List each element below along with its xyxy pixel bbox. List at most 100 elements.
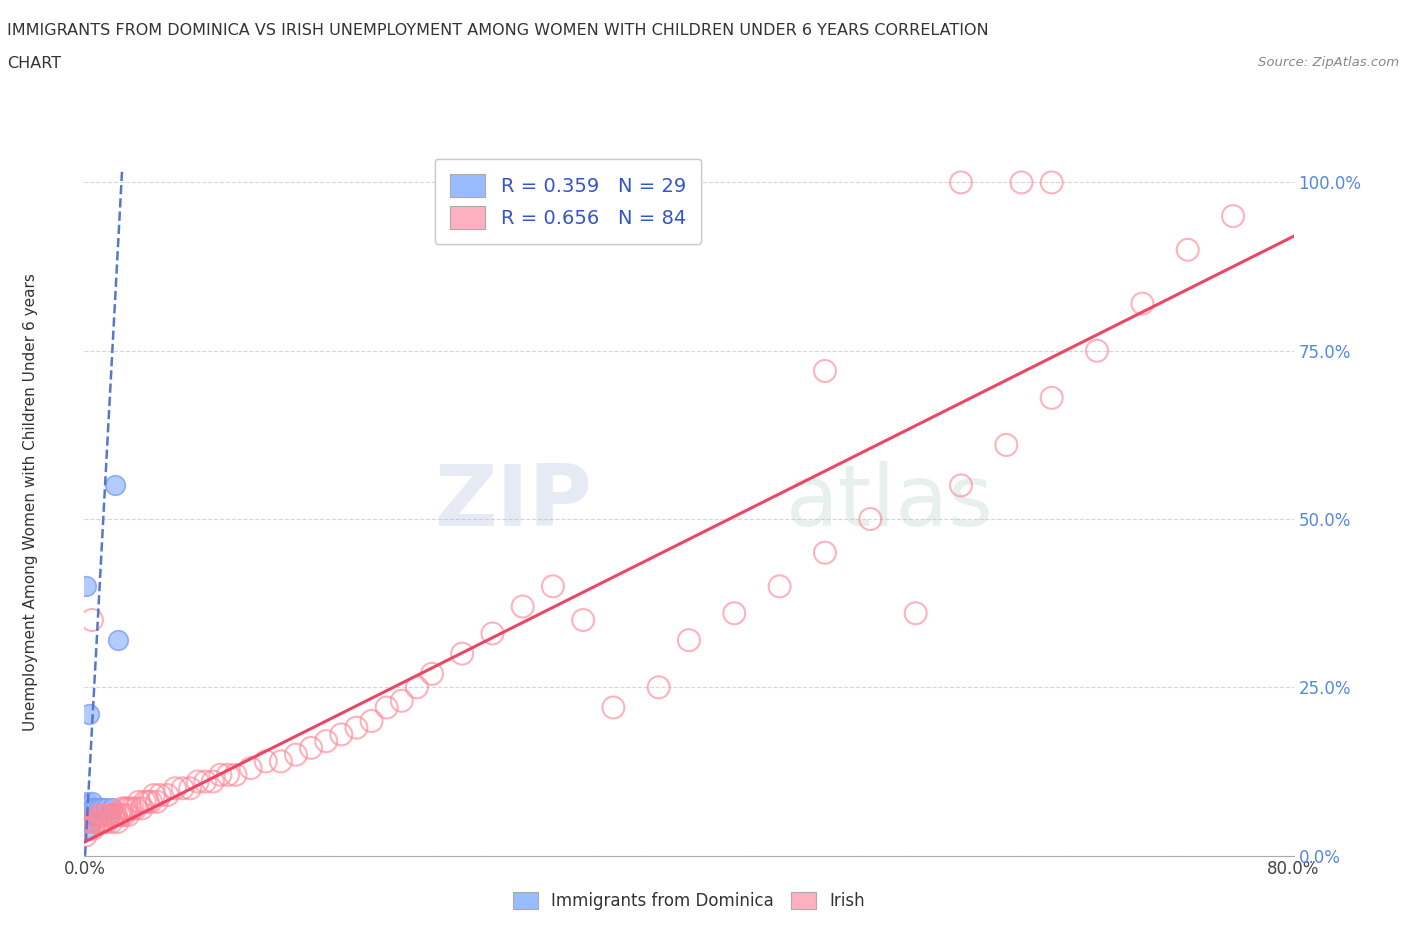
- Point: [90, 815, 112, 830]
- Point: [82, 801, 104, 816]
- Point: [142, 788, 165, 803]
- Point: [87, 808, 110, 823]
- Point: [217, 767, 239, 782]
- Point: [451, 646, 474, 661]
- Point: [86, 815, 108, 830]
- Point: [86, 801, 108, 816]
- Point: [98, 808, 121, 823]
- Point: [769, 578, 792, 593]
- Point: [950, 175, 973, 190]
- Point: [541, 578, 564, 593]
- Point: [512, 599, 534, 614]
- Point: [87, 808, 110, 823]
- Point: [117, 808, 139, 823]
- Point: [112, 808, 135, 823]
- Point: [89, 801, 111, 816]
- Point: [79, 801, 101, 816]
- Point: [75, 815, 97, 830]
- Point: [80, 613, 103, 628]
- Point: [136, 794, 159, 809]
- Point: [125, 801, 148, 816]
- Point: [194, 774, 217, 789]
- Point: [115, 801, 138, 816]
- Point: [814, 545, 837, 560]
- Point: [723, 605, 745, 620]
- Point: [76, 808, 98, 823]
- Point: [96, 815, 118, 830]
- Point: [201, 774, 224, 789]
- Point: [77, 801, 100, 816]
- Point: [346, 720, 368, 735]
- Point: [100, 801, 122, 816]
- Point: [75, 821, 97, 836]
- Point: [146, 794, 169, 809]
- Point: [82, 808, 104, 823]
- Point: [1010, 175, 1032, 190]
- Point: [107, 632, 129, 647]
- Point: [114, 801, 136, 816]
- Point: [100, 815, 122, 830]
- Point: [108, 808, 131, 823]
- Point: [80, 815, 103, 830]
- Point: [375, 700, 398, 715]
- Point: [995, 437, 1018, 452]
- Point: [118, 801, 141, 816]
- Point: [131, 801, 153, 816]
- Point: [94, 808, 117, 823]
- Text: atlas: atlas: [786, 460, 994, 544]
- Point: [77, 707, 100, 722]
- Point: [93, 815, 115, 830]
- Point: [89, 815, 111, 830]
- Point: [77, 815, 100, 830]
- Point: [105, 808, 128, 823]
- Point: [330, 727, 353, 742]
- Point: [101, 808, 124, 823]
- Point: [80, 815, 103, 830]
- Point: [179, 781, 201, 796]
- Point: [254, 754, 277, 769]
- Point: [420, 667, 443, 682]
- Legend: R = 0.359   N = 29, R = 0.656   N = 84: R = 0.359 N = 29, R = 0.656 N = 84: [434, 158, 702, 245]
- Point: [187, 774, 209, 789]
- Point: [121, 801, 143, 816]
- Point: [77, 821, 100, 836]
- Point: [156, 788, 179, 803]
- Point: [91, 808, 114, 823]
- Point: [97, 808, 120, 823]
- Text: ZIP: ZIP: [434, 460, 592, 544]
- Point: [678, 632, 700, 647]
- Point: [163, 781, 186, 796]
- Point: [84, 808, 107, 823]
- Point: [79, 808, 101, 823]
- Point: [950, 478, 973, 493]
- Point: [572, 613, 595, 628]
- Point: [1177, 243, 1199, 258]
- Point: [406, 680, 429, 695]
- Point: [110, 808, 132, 823]
- Point: [76, 801, 98, 816]
- Text: CHART: CHART: [7, 56, 60, 71]
- Point: [82, 821, 104, 836]
- Point: [84, 815, 107, 830]
- Point: [315, 734, 337, 749]
- Point: [904, 605, 927, 620]
- Point: [209, 767, 232, 782]
- Point: [172, 781, 194, 796]
- Point: [602, 700, 624, 715]
- Point: [97, 808, 120, 823]
- Point: [1222, 208, 1244, 223]
- Text: IMMIGRANTS FROM DOMINICA VS IRISH UNEMPLOYMENT AMONG WOMEN WITH CHILDREN UNDER 6: IMMIGRANTS FROM DOMINICA VS IRISH UNEMPL…: [7, 23, 988, 38]
- Text: Source: ZipAtlas.com: Source: ZipAtlas.com: [1258, 56, 1399, 69]
- Point: [391, 694, 413, 709]
- Point: [239, 761, 262, 776]
- Point: [139, 794, 162, 809]
- Point: [80, 794, 103, 809]
- Point: [75, 828, 97, 843]
- Point: [360, 713, 382, 728]
- Point: [814, 364, 837, 379]
- Point: [76, 815, 98, 830]
- Point: [79, 815, 101, 830]
- Point: [284, 747, 308, 762]
- Point: [104, 808, 127, 823]
- Point: [79, 815, 101, 830]
